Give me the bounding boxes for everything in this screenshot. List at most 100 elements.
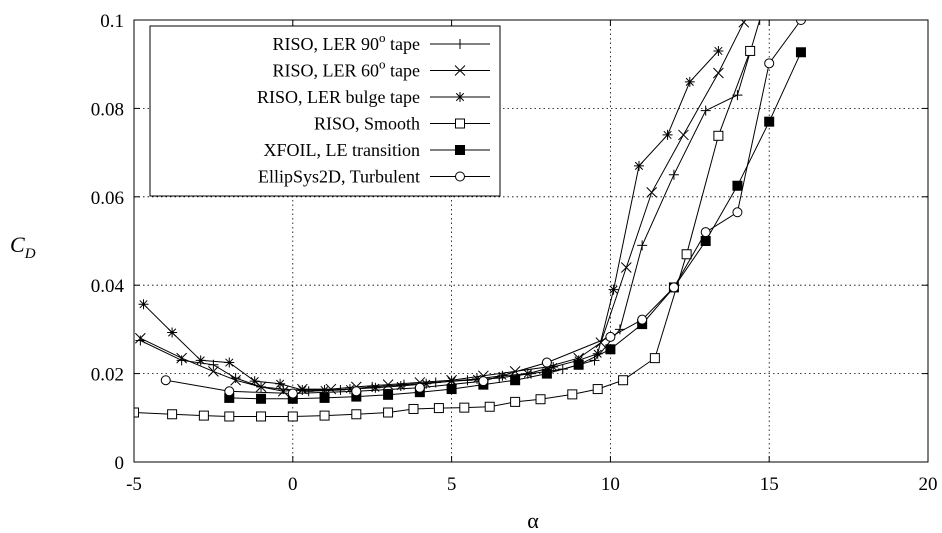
data-point — [383, 407, 394, 418]
data-point — [224, 411, 235, 422]
legend-label: RISO, LER 90o tape — [273, 30, 421, 54]
data-point — [195, 355, 206, 366]
data-point — [383, 389, 394, 400]
data-point — [446, 384, 457, 395]
tick-marks — [133, 19, 929, 463]
data-point — [472, 373, 483, 384]
y-axis-label-sub: D — [24, 246, 36, 262]
data-point — [795, 47, 806, 58]
legend-marker — [455, 145, 465, 155]
data-point — [535, 394, 546, 405]
data-point — [351, 409, 362, 420]
data-point — [303, 386, 314, 397]
data-point — [681, 249, 692, 260]
data-point — [160, 375, 171, 386]
data-point — [176, 352, 187, 364]
legend-item: RISO, Smooth — [314, 114, 490, 134]
data-point — [754, 20, 765, 25]
data-point — [287, 411, 298, 422]
data-point — [230, 374, 241, 386]
x-tick-label: -5 — [126, 474, 142, 495]
data-point — [478, 376, 489, 387]
legend-item: RISO, LER bulge tape — [257, 87, 490, 107]
data-point — [319, 384, 330, 395]
data-point — [167, 409, 178, 420]
data-point — [713, 67, 724, 79]
data-point — [510, 375, 521, 386]
y-tick-label: 0.02 — [91, 365, 124, 386]
data-point — [224, 357, 235, 368]
legend-marker — [455, 118, 465, 129]
series-2 — [134, 20, 750, 397]
legend-label: RISO, LER bulge tape — [257, 87, 420, 107]
data-point — [224, 386, 235, 397]
data-point — [459, 402, 470, 413]
data-point — [198, 410, 209, 421]
grid — [134, 20, 928, 462]
series-6 — [160, 20, 806, 399]
data-point — [167, 327, 178, 338]
series-5 — [224, 47, 806, 404]
data-point — [745, 45, 756, 56]
legend-item: XFOIL, LE transition — [264, 140, 490, 160]
data-point — [408, 403, 419, 414]
data-point — [370, 382, 381, 393]
data-point — [649, 353, 660, 364]
data-point — [382, 379, 394, 391]
data-point — [414, 382, 425, 393]
data-point — [764, 116, 775, 127]
legend-marker — [455, 171, 465, 182]
data-point — [713, 45, 724, 56]
data-point — [433, 403, 444, 414]
series-group — [134, 20, 806, 422]
data-point — [713, 130, 724, 141]
legend-marker — [455, 92, 465, 102]
data-point — [620, 262, 632, 273]
legend-item: RISO, LER 60o tape — [273, 57, 490, 81]
legend-label: RISO, LER 60o tape — [273, 57, 421, 81]
legend-label: EllipSys2D, Turbulent — [258, 167, 420, 187]
series-line — [165, 20, 802, 395]
y-axis-label: CD — [10, 232, 36, 262]
plot-frame — [133, 19, 929, 463]
x-axis-label: α — [527, 508, 539, 533]
y-tick-label: 0 — [115, 453, 125, 474]
x-tick-label: 15 — [760, 474, 779, 495]
data-point — [668, 169, 679, 180]
data-point — [605, 331, 616, 342]
data-point — [678, 129, 689, 141]
data-point — [319, 392, 330, 403]
data-point — [732, 207, 743, 218]
data-point — [738, 20, 750, 28]
data-point — [637, 240, 648, 251]
legend-marker — [454, 65, 466, 76]
series-line — [143, 50, 719, 391]
x-tick-label: 10 — [601, 474, 620, 495]
data-point — [608, 284, 619, 295]
data-point — [138, 299, 149, 310]
data-point — [510, 396, 521, 407]
data-point — [135, 335, 146, 346]
data-point — [484, 401, 495, 412]
data-point — [795, 20, 806, 25]
data-point — [618, 375, 629, 386]
data-point — [446, 376, 457, 387]
y-tick-label: 0.08 — [91, 99, 124, 120]
data-point — [395, 380, 406, 391]
x-tick-label: 20 — [919, 474, 938, 495]
data-point — [522, 368, 533, 379]
data-point — [592, 384, 603, 395]
data-point — [668, 282, 679, 293]
x-tick-label: 5 — [447, 474, 457, 495]
data-point — [548, 361, 559, 372]
data-point — [605, 344, 616, 355]
series-4 — [134, 45, 756, 422]
data-point — [344, 384, 355, 395]
data-point — [230, 373, 241, 384]
legend-label: RISO, Smooth — [314, 114, 420, 134]
data-point — [662, 129, 673, 140]
data-point — [592, 348, 603, 359]
data-point — [421, 378, 432, 389]
data-point — [764, 58, 775, 69]
